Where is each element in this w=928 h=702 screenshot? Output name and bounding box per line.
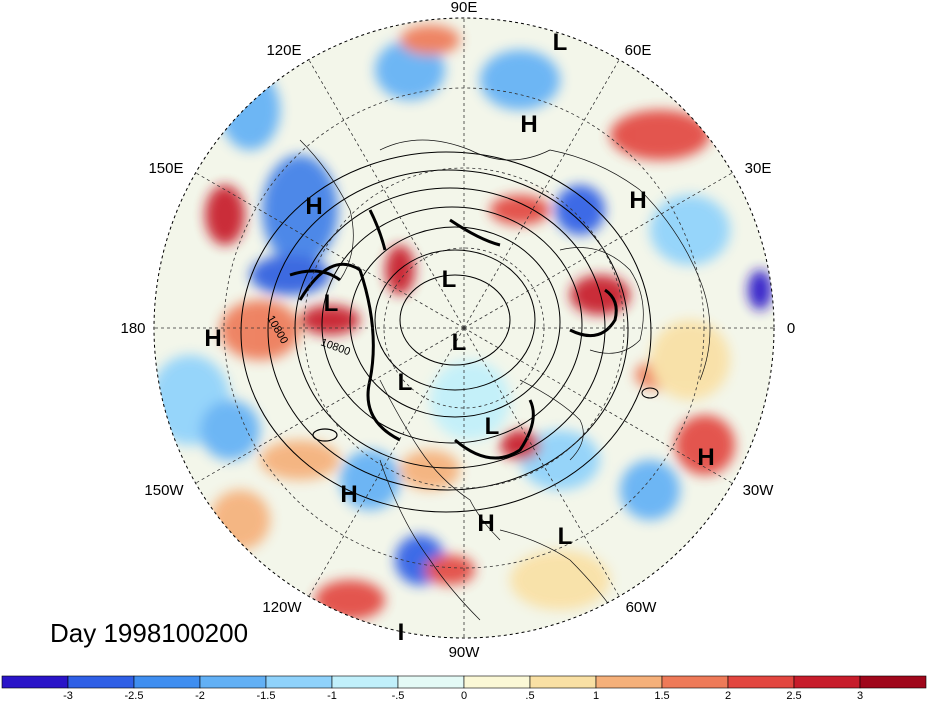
colorbar <box>1 675 927 689</box>
colorbar-swatch <box>859 675 927 689</box>
colorbar-tick-label: -1 <box>327 690 337 702</box>
low-marker: L <box>485 413 500 440</box>
colorbar-tick-label: 1 <box>593 690 599 702</box>
low-marker: L <box>553 29 568 56</box>
map-boundary <box>153 17 775 639</box>
date-label: Day 1998100200 <box>50 618 249 648</box>
colorbar-tick-label: 2 <box>725 690 731 702</box>
high-marker: H <box>340 481 357 508</box>
latitude-circles <box>223 87 705 569</box>
pressure-systems: L H H H L L L H L L H L H H I <box>204 29 714 646</box>
high-marker: H <box>697 444 714 471</box>
colorbar-swatch <box>529 675 597 689</box>
lon-label-0: 0 <box>787 320 795 337</box>
colorbar-tick-label: -2.5 <box>125 690 144 702</box>
low-marker: L <box>398 369 413 396</box>
low-marker: L <box>452 329 467 356</box>
colorbar-swatch <box>265 675 333 689</box>
high-marker: H <box>629 187 646 214</box>
lon-label-150w: 150W <box>144 482 184 499</box>
high-marker: H <box>305 193 322 220</box>
lon-label-180: 180 <box>120 320 145 337</box>
colorbar-tick-labels: -3 -2.5 -2 -1.5 -1 -.5 0 .5 1 1.5 2 2.5 3 <box>63 690 863 702</box>
colorbar-swatch <box>727 675 795 689</box>
colorbar-swatch <box>331 675 399 689</box>
lon-label-60e: 60E <box>625 42 652 59</box>
lon-label-30w: 30W <box>743 482 775 499</box>
colorbar-swatch <box>397 675 465 689</box>
colorbar-swatch <box>1 675 69 689</box>
pressure-marker: I <box>398 619 405 646</box>
lon-label-120w: 120W <box>262 599 302 616</box>
colorbar-swatch <box>661 675 729 689</box>
lon-label-30e: 30E <box>745 160 772 177</box>
colorbar-swatch <box>199 675 267 689</box>
colorbar-swatch <box>793 675 861 689</box>
high-marker: H <box>477 510 494 537</box>
colorbar-tick-label: -1.5 <box>257 690 276 702</box>
colorbar-tick-label: .5 <box>525 690 534 702</box>
high-marker: H <box>520 111 537 138</box>
colorbar-swatch <box>595 675 663 689</box>
height-contours <box>240 151 659 513</box>
lon-label-60w: 60W <box>626 599 658 616</box>
colorbar-tick-label: 2.5 <box>786 690 801 702</box>
high-marker: H <box>204 325 221 352</box>
colorbar-tick-label: 3 <box>857 690 863 702</box>
lon-label-120e: 120E <box>266 42 301 59</box>
lon-label-90w: 90W <box>449 644 481 661</box>
colorbar-swatch <box>133 675 201 689</box>
lon-label-150e: 150E <box>148 160 183 177</box>
colorbar-tick-label: -.5 <box>392 690 405 702</box>
colorbar-tick-label: -3 <box>63 690 73 702</box>
graticule <box>154 18 774 638</box>
colorbar-tick-label: -2 <box>195 690 205 702</box>
coastlines <box>299 139 711 621</box>
low-marker: L <box>558 523 573 550</box>
colorbar-swatch <box>67 675 135 689</box>
colorbar-swatch <box>463 675 531 689</box>
low-marker: L <box>442 266 457 293</box>
low-marker: L <box>324 290 339 317</box>
lon-label-90e: 90E <box>451 0 478 16</box>
colorbar-tick-label: 0 <box>461 690 467 702</box>
longitude-labels: 90E 60E 30E 0 30W 60W 90W 120W 150W 180 … <box>120 0 795 661</box>
colorbar-tick-label: 1.5 <box>654 690 669 702</box>
